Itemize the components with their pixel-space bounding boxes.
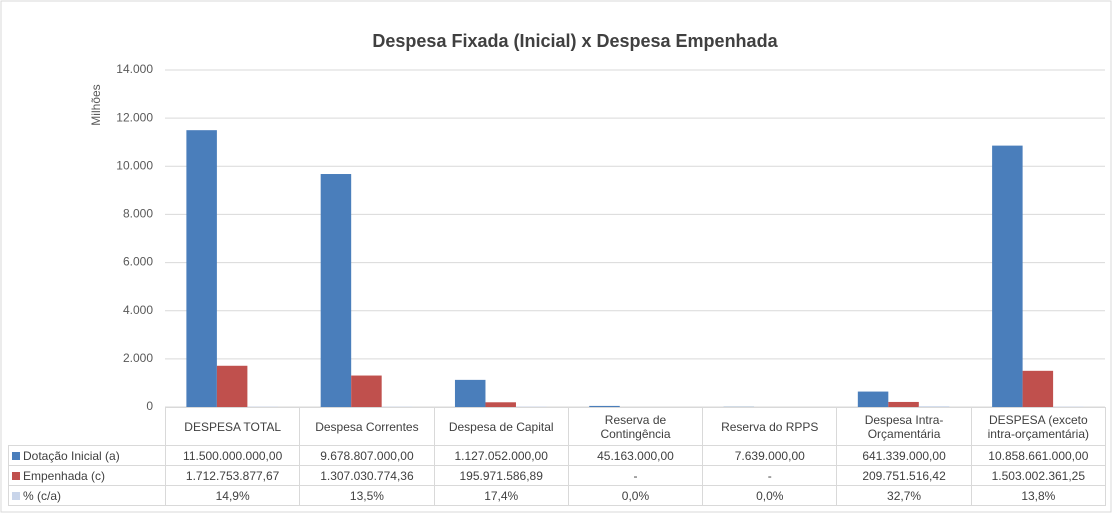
y-tick-label: 10.000: [116, 158, 153, 172]
table-value: 14,9%: [164, 485, 301, 506]
y-tick-label: 0: [146, 399, 153, 413]
table-value: 7.639.000,00: [702, 445, 838, 466]
y-tick-label: 8.000: [123, 207, 153, 221]
bar: [857, 391, 889, 407]
table-value: 13,8%: [970, 485, 1106, 506]
bar: [216, 365, 248, 407]
bar: [454, 379, 486, 407]
y-tick-label: 6.000: [123, 255, 153, 269]
table-value: 32,7%: [836, 485, 972, 506]
table-value: 17,4%: [433, 485, 569, 506]
table-value: 1.127.052.000,00: [433, 445, 569, 466]
legend-label: Empenhada (c): [23, 468, 106, 483]
bar: [186, 130, 217, 407]
legend-entry: % (c/a): [8, 485, 166, 506]
table-value: -: [702, 465, 838, 486]
table-value: 209.751.516,42: [836, 465, 972, 486]
y-tick-label: 14.000: [116, 62, 153, 76]
bar: [320, 174, 352, 407]
table-header-row: DESPESA TOTAL Despesa Correntes Despesa de…: [8, 407, 1106, 446]
table-row: Dotação Inicial (a) 11.500.000.000,00 9.67…: [8, 445, 1106, 466]
category-label: Reserva de Contingência: [567, 407, 704, 446]
table-value: 10.858.661.000,00: [970, 445, 1106, 466]
table-value: -: [567, 465, 704, 486]
bar: [351, 375, 382, 407]
bar: [992, 145, 1023, 407]
legend-entry: Empenhada (c): [8, 465, 166, 486]
y-tick-label: 2.000: [123, 351, 153, 365]
table-value: 9.678.807.000,00: [299, 445, 435, 466]
category-label: DESPESA (exceto intra-orçamentária): [970, 407, 1106, 446]
table-value: 0,0%: [567, 485, 704, 506]
category-label: DESPESA TOTAL: [164, 407, 301, 446]
legend-label: % (c/a): [23, 488, 62, 503]
category-label: Reserva do RPPS: [702, 407, 838, 446]
y-axis-label: Milhões: [89, 84, 103, 125]
table-row: % (c/a) 14,9% 13,5% 17,4% 0,0% 0,0% 32,7% 13,8%: [8, 485, 1106, 506]
table-row: Empenhada (c) 1.712.753.877,67 1.307.030.7…: [8, 465, 1106, 486]
table-value: 1.503.002.361,25: [970, 465, 1106, 486]
table-value: 195.971.586,89: [433, 465, 569, 486]
table-value: 0,0%: [702, 485, 838, 506]
y-tick-label: 12.000: [116, 110, 153, 124]
category-label: Despesa Correntes: [299, 407, 435, 446]
table-value: 1.712.753.877,67: [164, 465, 301, 486]
bar: [1022, 370, 1054, 407]
table-value: 45.163.000,00: [567, 445, 704, 466]
legend-label: Dotação Inicial (a): [23, 448, 120, 463]
legend-swatch: [12, 451, 20, 460]
table-corner: [8, 407, 166, 446]
y-tick-label: 4.000: [123, 303, 153, 317]
bar: [485, 402, 516, 407]
legend-entry: Dotação Inicial (a): [8, 445, 166, 466]
bar: [888, 401, 919, 407]
bar: [918, 406, 950, 407]
category-label: Despesa de Capital: [433, 407, 569, 446]
category-label: Despesa Intra-Orçamentária: [836, 407, 972, 446]
table-value: 1.307.030.774,36: [299, 465, 435, 486]
table-value: 11.500.000.000,00: [164, 445, 301, 466]
data-table: DESPESA TOTAL Despesa Correntes Despesa de…: [8, 407, 1106, 506]
table-value: 13,5%: [299, 485, 435, 506]
legend-swatch: [12, 471, 20, 480]
legend-swatch: [12, 491, 20, 500]
bar: [589, 405, 620, 407]
chart-title: Despesa Fixada (Inicial) x Despesa Empen…: [372, 31, 778, 51]
table-value: 641.339.000,00: [836, 445, 972, 466]
